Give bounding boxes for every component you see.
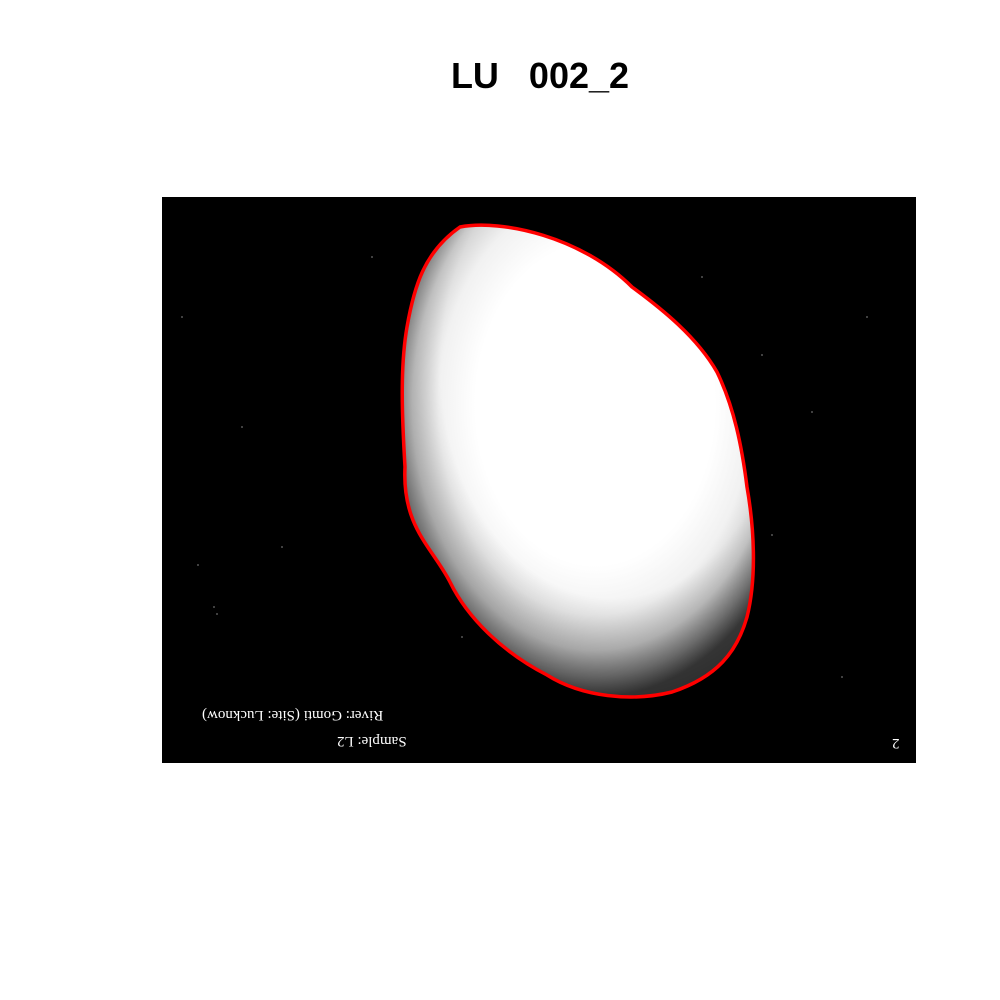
background-speckles — [181, 256, 868, 678]
specimen-sample-label: Sample: L2 — [337, 733, 407, 749]
otolith-photo — [181, 223, 868, 699]
specimen-number-label: 2 — [892, 735, 900, 751]
otolith-image: River: Gomti (Site: Lucknow) Sample: L2 … — [162, 197, 916, 763]
specimen-site-label: River: Gomti (Site: Lucknow) — [202, 707, 384, 723]
image-title: LU 002_2 — [450, 55, 630, 96]
otolith-outline — [400, 223, 756, 699]
